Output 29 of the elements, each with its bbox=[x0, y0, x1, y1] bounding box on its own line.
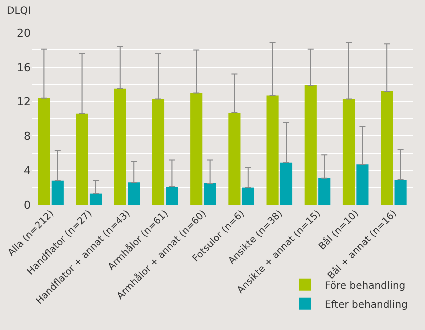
bar bbox=[280, 162, 293, 205]
y-tick-label: 20 bbox=[17, 26, 31, 40]
legend-label: Före behandling bbox=[325, 280, 406, 292]
bar bbox=[190, 93, 203, 205]
bar bbox=[394, 180, 407, 205]
y-tick-label: 4 bbox=[24, 164, 31, 178]
bar bbox=[204, 184, 216, 205]
bar bbox=[266, 96, 279, 205]
bar bbox=[38, 98, 50, 205]
legend-label: Efter behandling bbox=[325, 300, 408, 311]
bar bbox=[381, 91, 394, 205]
bar bbox=[228, 112, 241, 205]
bar bbox=[318, 178, 331, 205]
bar bbox=[166, 186, 178, 205]
bar bbox=[356, 164, 369, 205]
y-tick-label: 12 bbox=[17, 96, 31, 109]
y-tick-label: 16 bbox=[17, 61, 31, 74]
bar bbox=[304, 85, 317, 205]
bar bbox=[76, 114, 88, 205]
bar bbox=[90, 194, 102, 205]
y-axis-title: DLQI bbox=[7, 6, 32, 17]
y-tick-label: 0 bbox=[24, 198, 31, 212]
bar bbox=[128, 182, 140, 205]
y-tick-label: 8 bbox=[24, 130, 31, 144]
bar bbox=[242, 188, 254, 205]
bar bbox=[52, 180, 64, 205]
bar bbox=[152, 99, 165, 205]
bar bbox=[114, 88, 126, 205]
bar bbox=[342, 99, 356, 205]
